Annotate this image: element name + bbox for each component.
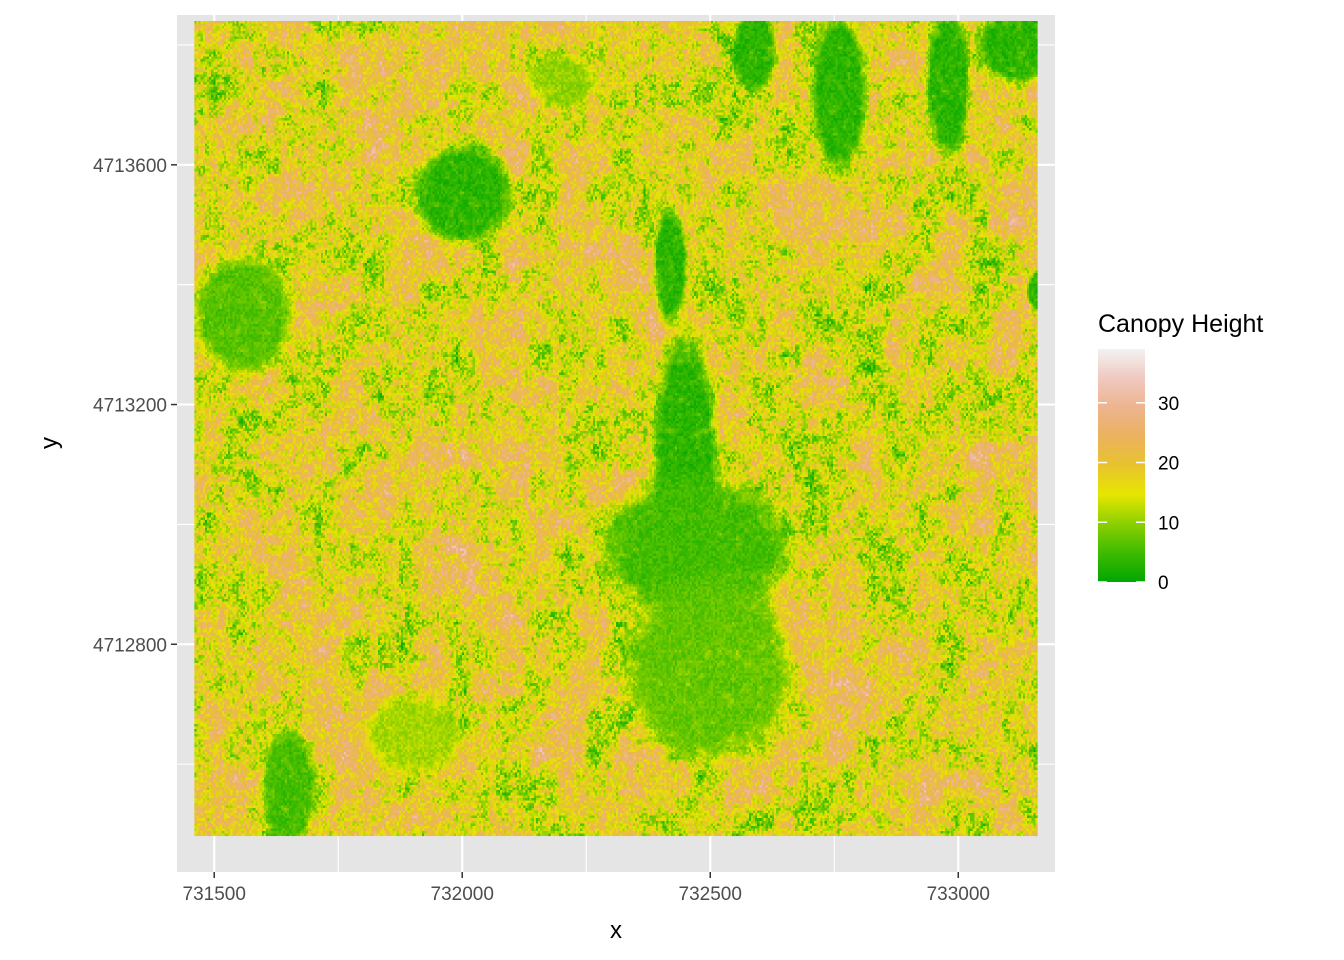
x-tick-label: 733000 (927, 884, 990, 905)
legend-title: Canopy Height (1098, 310, 1263, 338)
y-tick-label: 4713200 (93, 396, 167, 417)
y-axis-title: y (36, 437, 63, 449)
legend-break-label: 30 (1158, 394, 1179, 415)
y-tick-label: 4712800 (93, 635, 167, 656)
x-tick-label: 731500 (183, 884, 246, 905)
x-tick-label: 732500 (679, 884, 742, 905)
legend: Canopy Height 0 10 20 30 (1098, 310, 1263, 594)
legend-break-label: 0 (1158, 573, 1169, 594)
legend-break-label: 20 (1158, 454, 1179, 475)
axes: 731500 732000 732500 733000 4712800 4713200 47… (93, 156, 990, 905)
canopy-height-raster (194, 20, 1038, 837)
x-tick-label: 732000 (431, 884, 494, 905)
legend-ticks: 0 10 20 30 (1098, 394, 1179, 594)
x-axis-title: x (610, 917, 622, 944)
legend-break-label: 10 (1158, 513, 1179, 534)
y-tick-label: 4713600 (93, 156, 167, 177)
legend-colorbar (1098, 349, 1145, 582)
